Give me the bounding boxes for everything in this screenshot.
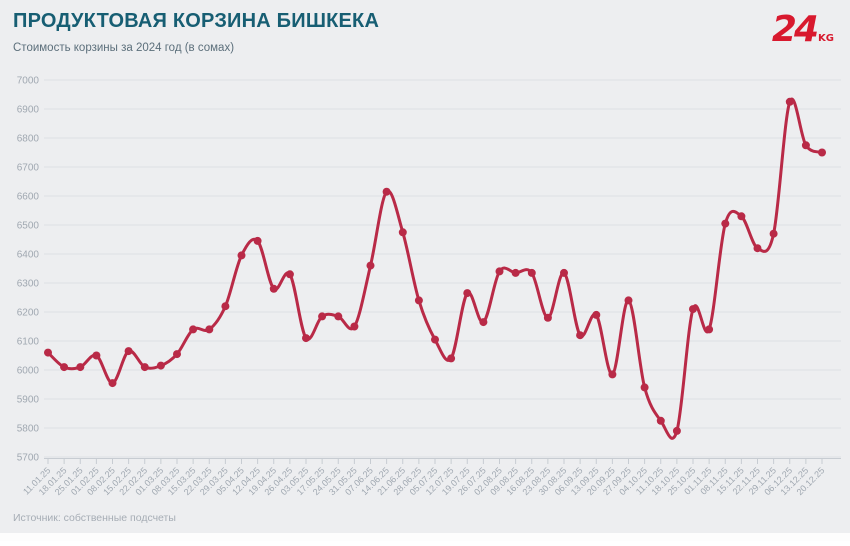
data-point bbox=[431, 335, 439, 344]
data-point bbox=[753, 244, 762, 253]
data-point bbox=[656, 416, 665, 425]
y-axis-label: 6700 bbox=[17, 163, 40, 174]
data-point bbox=[689, 305, 697, 314]
data-point bbox=[672, 426, 681, 435]
data-point bbox=[414, 296, 423, 305]
data-point bbox=[640, 383, 649, 392]
y-axis-label: 5900 bbox=[17, 395, 40, 406]
y-axis-label: 6000 bbox=[17, 366, 40, 377]
logo-kg-text: KG bbox=[818, 33, 834, 44]
data-point bbox=[366, 261, 375, 270]
data-point bbox=[285, 270, 294, 279]
data-point bbox=[705, 325, 714, 334]
page-subtitle: Стоимость корзины за 2024 год (в сомах) bbox=[13, 42, 235, 54]
y-axis-label: 6100 bbox=[17, 337, 40, 348]
source-caption: Источник: собственные подсчеты bbox=[13, 512, 176, 524]
data-point bbox=[721, 219, 730, 228]
y-axis-label: 6200 bbox=[17, 308, 40, 319]
data-point bbox=[818, 148, 826, 157]
data-point bbox=[527, 268, 536, 277]
y-axis-label: 6600 bbox=[17, 192, 40, 203]
data-point bbox=[334, 312, 343, 321]
y-axis-label: 6400 bbox=[17, 250, 40, 261]
data-point bbox=[737, 212, 746, 221]
data-point bbox=[479, 318, 488, 327]
data-point bbox=[624, 296, 633, 305]
data-point bbox=[769, 229, 778, 238]
y-axis-label: 7000 bbox=[17, 76, 40, 87]
data-point bbox=[350, 322, 359, 331]
logo-24kg: 24 KG bbox=[772, 12, 834, 48]
y-axis-label: 6300 bbox=[17, 279, 40, 290]
y-axis-label: 6800 bbox=[17, 134, 40, 145]
data-point bbox=[463, 289, 472, 298]
bottom-strip bbox=[0, 533, 850, 541]
data-point bbox=[785, 97, 794, 106]
data-point bbox=[108, 379, 117, 388]
data-point bbox=[173, 350, 181, 359]
data-point bbox=[205, 325, 214, 334]
data-point bbox=[221, 302, 230, 311]
data-point bbox=[382, 187, 391, 196]
data-point bbox=[543, 313, 552, 322]
data-point bbox=[92, 351, 101, 360]
data-point bbox=[398, 228, 407, 237]
data-point bbox=[560, 268, 568, 277]
data-point bbox=[124, 347, 133, 356]
data-point bbox=[592, 310, 601, 319]
data-point bbox=[189, 325, 198, 334]
data-point bbox=[237, 251, 246, 260]
data-point bbox=[156, 361, 165, 370]
chart-header: ПРОДУКТОВАЯ КОРЗИНА БИШКЕКА Стоимость ко… bbox=[13, 10, 379, 54]
data-point bbox=[253, 236, 262, 245]
data-point bbox=[60, 363, 69, 372]
y-axis-label: 6500 bbox=[17, 221, 40, 232]
data-point bbox=[302, 334, 310, 343]
data-point bbox=[801, 141, 810, 150]
data-point bbox=[447, 354, 456, 363]
data-point bbox=[140, 363, 149, 372]
y-axis-label: 5700 bbox=[17, 453, 40, 464]
data-point bbox=[511, 268, 520, 277]
page-title: ПРОДУКТОВАЯ КОРЗИНА БИШКЕКА bbox=[13, 10, 380, 32]
data-point bbox=[576, 331, 585, 340]
data-point bbox=[76, 363, 85, 372]
logo-24-text: 24 bbox=[771, 9, 819, 50]
y-axis-label: 6900 bbox=[17, 105, 40, 116]
data-point bbox=[318, 312, 327, 321]
y-axis-label: 5800 bbox=[17, 424, 40, 435]
data-point bbox=[44, 348, 52, 357]
series-line bbox=[46, 97, 824, 440]
data-point bbox=[269, 284, 278, 293]
data-point bbox=[608, 370, 617, 379]
data-point bbox=[495, 267, 504, 276]
